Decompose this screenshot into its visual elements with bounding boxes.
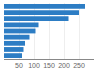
svg-text:250: 250 bbox=[73, 62, 85, 69]
svg-text:50: 50 bbox=[15, 62, 23, 69]
svg-text:200: 200 bbox=[58, 62, 70, 69]
svg-text:100: 100 bbox=[28, 62, 40, 69]
svg-text:150: 150 bbox=[43, 62, 55, 69]
